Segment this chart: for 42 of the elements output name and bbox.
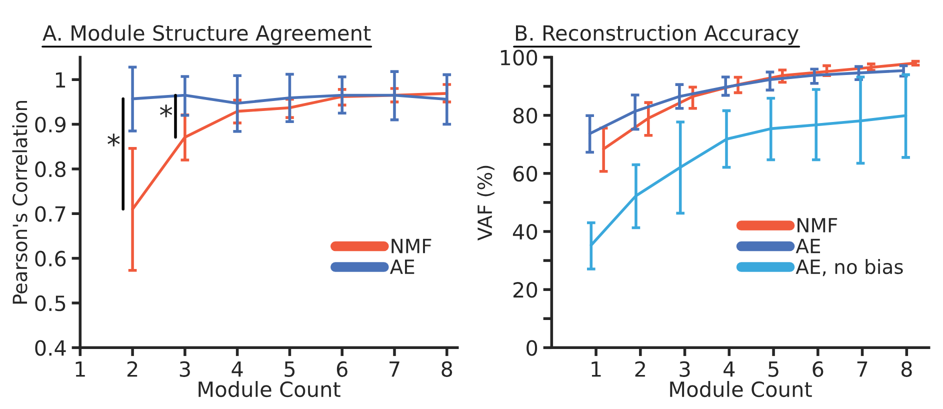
x-tick-label: 4 bbox=[232, 361, 243, 377]
y-tick-label: 40 bbox=[512, 224, 538, 240]
legend-label: AE, no bias bbox=[796, 259, 903, 276]
x-tick-label: 1 bbox=[76, 361, 85, 377]
x-tick-label: 6 bbox=[812, 361, 824, 377]
y-tick-label: 0.6 bbox=[35, 250, 66, 267]
chart-title: A. Module Structure Agreement bbox=[42, 24, 371, 45]
x-tick-label: 3 bbox=[180, 361, 190, 377]
x-tick-label: 8 bbox=[442, 361, 452, 377]
legend-label: AE bbox=[796, 238, 820, 254]
x-tick-label: 3 bbox=[680, 361, 690, 377]
x-tick-label: 7 bbox=[857, 361, 868, 377]
y-tick-label: 0.5 bbox=[35, 295, 66, 312]
legend-label: AE bbox=[390, 260, 414, 274]
y-tick-label: 0.4 bbox=[35, 340, 66, 356]
y-axis-title: VAF (%) bbox=[477, 166, 494, 240]
chart-title: B. Reconstruction Accuracy bbox=[516, 24, 798, 45]
y-tick-label: 0.8 bbox=[35, 161, 66, 178]
y-tick-label: 20 bbox=[513, 282, 538, 298]
x-tick-label: 1 bbox=[592, 361, 601, 377]
y-tick-label: 0.7 bbox=[35, 206, 66, 222]
annotation: * bbox=[160, 104, 172, 118]
x-tick-label: 5 bbox=[768, 361, 778, 377]
x-axis-title: Module Count bbox=[670, 381, 812, 398]
y-tick-label: 0.9 bbox=[35, 116, 66, 132]
x-tick-label: 6 bbox=[336, 361, 348, 377]
y-tick-label: 0 bbox=[526, 340, 538, 356]
x-tick-label: 2 bbox=[127, 361, 138, 377]
x-tick-label: 5 bbox=[284, 361, 295, 377]
legend-label: NMF bbox=[798, 218, 838, 232]
x-tick-label: 2 bbox=[635, 361, 645, 377]
y-tick-label: 80 bbox=[513, 108, 538, 124]
x-tick-label: 4 bbox=[724, 361, 735, 377]
y-tick-label: 1 bbox=[56, 72, 66, 88]
y-axis-title: Pearson's Correlation bbox=[12, 101, 28, 304]
legend-label: NMF bbox=[392, 238, 432, 254]
x-tick-label: 7 bbox=[390, 361, 400, 377]
x-tick-label: 8 bbox=[901, 361, 912, 377]
y-tick-label: 100 bbox=[500, 50, 538, 66]
y-tick-label: 60 bbox=[513, 166, 538, 182]
annotation: * bbox=[108, 134, 120, 146]
x-axis-title: Module Count bbox=[198, 381, 340, 398]
